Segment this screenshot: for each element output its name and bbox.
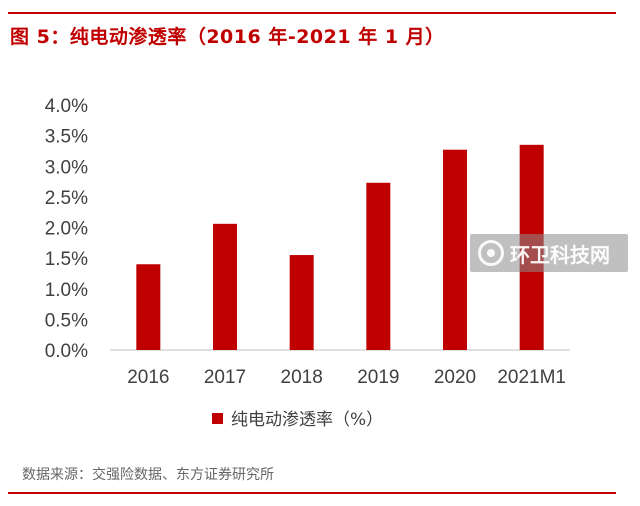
y-tick-label: 2.5% [45,188,88,209]
figure-title: 图 5：纯电动渗透率（2016 年-2021 年 1 月） [10,26,445,48]
y-tick-label: 0.0% [45,341,88,362]
y-tick-label: 3.5% [45,127,88,148]
bottom-rule [8,492,616,494]
top-rule [8,12,616,14]
bar-2017 [213,223,237,350]
watermark-text: 环卫科技网 [510,242,610,267]
x-tick-label: 2018 [281,367,323,388]
bars [136,144,544,350]
legend-label: 纯电动渗透率（%） [231,410,383,430]
y-tick-label: 1.5% [45,249,88,270]
source-note: 数据来源：交强险数据、东方证券研究所 [22,467,274,483]
bar-chart: 0.0% 0.5% 1.0% 1.5% 2.0% 2.5% 3.0% 3.5% 4.0% 201… [45,96,570,430]
bar-2016 [136,264,161,350]
x-tick-label: 2017 [204,367,246,388]
bar-2018 [289,255,314,350]
x-axis-ticks: 2016 2017 2018 2019 2020 2021M1 [127,367,566,388]
y-axis-ticks: 0.0% 0.5% 1.0% 1.5% 2.0% 2.5% 3.0% 3.5% 4.0% [45,96,88,362]
watermark: 环卫科技网 [470,234,628,272]
x-tick-label: 2020 [434,367,476,388]
x-tick-label: 2019 [357,367,399,388]
y-tick-label: 2.0% [45,219,88,240]
y-tick-label: 0.5% [45,310,88,331]
x-tick-label: 2021M1 [497,367,566,388]
y-tick-label: 1.0% [45,280,88,301]
y-tick-label: 3.0% [45,157,88,178]
watermark-logo-icon [478,240,504,266]
bar-2019 [366,182,391,350]
legend: 纯电动渗透率（%） [212,410,383,430]
legend-swatch [212,413,223,424]
x-tick-label: 2016 [127,367,169,388]
y-tick-label: 4.0% [45,96,88,117]
bar-2020 [443,149,467,350]
